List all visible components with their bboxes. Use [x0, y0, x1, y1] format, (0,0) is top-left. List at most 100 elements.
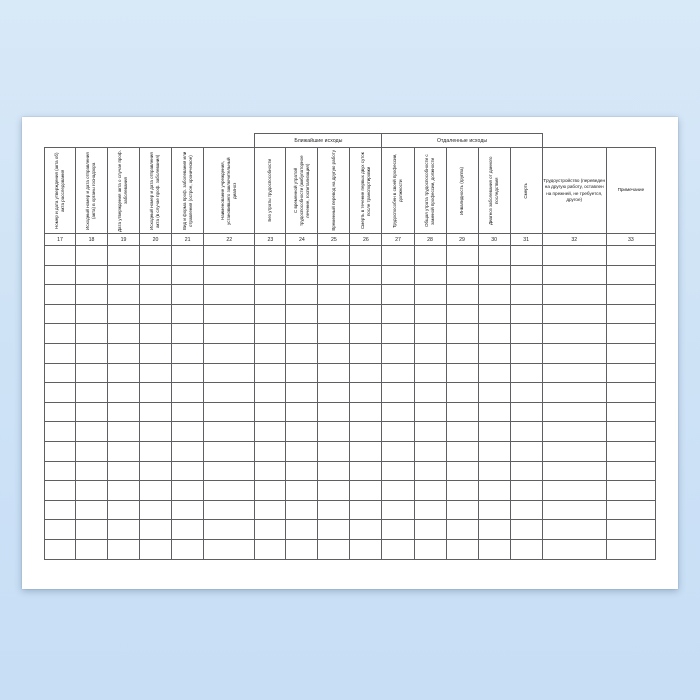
- table-cell[interactable]: [139, 303, 173, 325]
- table-cell[interactable]: [285, 519, 319, 540]
- table-cell[interactable]: [171, 538, 205, 560]
- table-cell[interactable]: [254, 421, 287, 442]
- table-cell[interactable]: [381, 284, 415, 305]
- table-cell[interactable]: [171, 303, 205, 325]
- table-cell[interactable]: [254, 362, 287, 384]
- table-cell[interactable]: [171, 245, 205, 266]
- table-cell[interactable]: [509, 480, 543, 501]
- table-cell[interactable]: [445, 538, 479, 560]
- table-cell[interactable]: [445, 440, 479, 462]
- table-cell[interactable]: [349, 421, 383, 442]
- table-cell[interactable]: [477, 245, 511, 266]
- table-cell[interactable]: [509, 499, 543, 521]
- table-cell[interactable]: [413, 264, 447, 286]
- table-cell[interactable]: [106, 323, 141, 344]
- table-cell[interactable]: [254, 342, 287, 364]
- table-cell[interactable]: [44, 480, 76, 501]
- table-cell[interactable]: [509, 440, 543, 462]
- table-cell[interactable]: [477, 538, 511, 560]
- table-cell[interactable]: [74, 303, 109, 325]
- table-cell[interactable]: [349, 342, 383, 364]
- table-cell[interactable]: [509, 342, 543, 364]
- table-cell[interactable]: [381, 401, 415, 423]
- table-cell[interactable]: [445, 303, 479, 325]
- table-cell[interactable]: [605, 480, 657, 501]
- table-cell[interactable]: [74, 499, 109, 521]
- table-cell[interactable]: [285, 284, 319, 305]
- table-cell[interactable]: [106, 421, 141, 442]
- table-cell[interactable]: [203, 401, 256, 423]
- table-cell[interactable]: [413, 382, 447, 403]
- table-cell[interactable]: [203, 342, 256, 364]
- table-cell[interactable]: [285, 382, 319, 403]
- table-cell[interactable]: [203, 264, 256, 286]
- table-cell[interactable]: [171, 382, 205, 403]
- table-cell[interactable]: [106, 460, 141, 482]
- table-cell[interactable]: [509, 538, 543, 560]
- table-cell[interactable]: [349, 323, 383, 344]
- table-cell[interactable]: [317, 284, 351, 305]
- table-cell[interactable]: [171, 284, 205, 305]
- table-cell[interactable]: [541, 440, 607, 462]
- table-cell[interactable]: [254, 480, 287, 501]
- table-cell[interactable]: [541, 245, 607, 266]
- table-cell[interactable]: [254, 382, 287, 403]
- table-cell[interactable]: [74, 421, 109, 442]
- table-cell[interactable]: [317, 538, 351, 560]
- table-cell[interactable]: [285, 264, 319, 286]
- table-cell[interactable]: [605, 342, 657, 364]
- table-cell[interactable]: [285, 499, 319, 521]
- table-cell[interactable]: [285, 460, 319, 482]
- table-cell[interactable]: [541, 480, 607, 501]
- table-cell[interactable]: [605, 401, 657, 423]
- table-cell[interactable]: [139, 323, 173, 344]
- table-cell[interactable]: [605, 362, 657, 384]
- table-cell[interactable]: [541, 303, 607, 325]
- table-cell[interactable]: [171, 460, 205, 482]
- table-cell[interactable]: [285, 538, 319, 560]
- table-cell[interactable]: [541, 401, 607, 423]
- table-cell[interactable]: [445, 480, 479, 501]
- table-cell[interactable]: [477, 401, 511, 423]
- table-cell[interactable]: [203, 323, 256, 344]
- table-cell[interactable]: [203, 460, 256, 482]
- table-cell[interactable]: [445, 362, 479, 384]
- table-cell[interactable]: [605, 245, 657, 266]
- table-cell[interactable]: [477, 499, 511, 521]
- table-cell[interactable]: [477, 303, 511, 325]
- table-cell[interactable]: [509, 245, 543, 266]
- table-cell[interactable]: [349, 480, 383, 501]
- table-cell[interactable]: [509, 303, 543, 325]
- table-cell[interactable]: [349, 382, 383, 403]
- table-cell[interactable]: [445, 499, 479, 521]
- table-cell[interactable]: [203, 499, 256, 521]
- table-cell[interactable]: [605, 264, 657, 286]
- table-cell[interactable]: [285, 440, 319, 462]
- table-cell[interactable]: [254, 401, 287, 423]
- table-cell[interactable]: [349, 284, 383, 305]
- table-cell[interactable]: [413, 440, 447, 462]
- table-cell[interactable]: [413, 499, 447, 521]
- table-cell[interactable]: [541, 421, 607, 442]
- table-cell[interactable]: [541, 499, 607, 521]
- table-cell[interactable]: [106, 519, 141, 540]
- table-cell[interactable]: [317, 323, 351, 344]
- table-cell[interactable]: [254, 499, 287, 521]
- table-cell[interactable]: [445, 323, 479, 344]
- table-cell[interactable]: [106, 440, 141, 462]
- table-cell[interactable]: [139, 264, 173, 286]
- table-cell[interactable]: [74, 440, 109, 462]
- table-cell[interactable]: [349, 362, 383, 384]
- table-cell[interactable]: [44, 284, 76, 305]
- table-cell[interactable]: [605, 382, 657, 403]
- table-cell[interactable]: [74, 460, 109, 482]
- table-cell[interactable]: [44, 499, 76, 521]
- table-cell[interactable]: [445, 382, 479, 403]
- table-cell[interactable]: [139, 284, 173, 305]
- table-cell[interactable]: [203, 519, 256, 540]
- table-cell[interactable]: [349, 440, 383, 462]
- table-cell[interactable]: [349, 460, 383, 482]
- table-cell[interactable]: [541, 362, 607, 384]
- table-cell[interactable]: [445, 519, 479, 540]
- table-cell[interactable]: [445, 245, 479, 266]
